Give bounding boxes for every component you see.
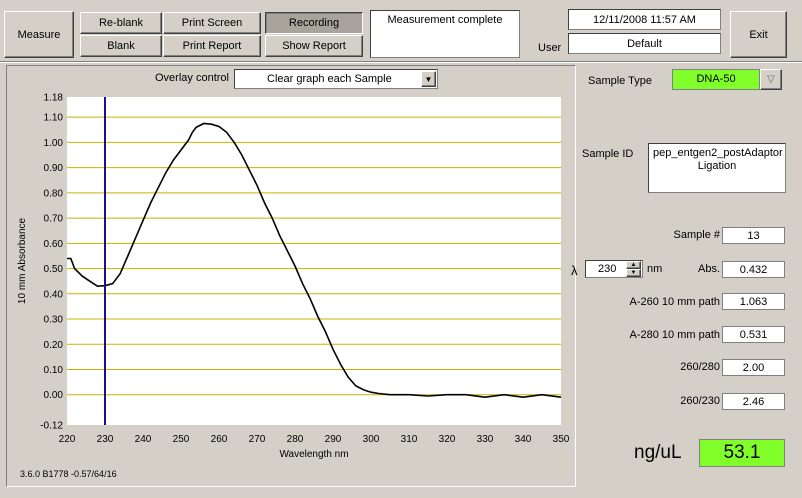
- overlay-control-value: Clear graph each Sample: [267, 73, 392, 85]
- y-tick-label: 0.30: [44, 315, 64, 326]
- x-tick-label: 300: [363, 434, 380, 445]
- x-tick-label: 340: [515, 434, 532, 445]
- overlay-control-select[interactable]: Clear graph each Sample ▼: [234, 69, 438, 89]
- y-tick-label: 1.10: [44, 113, 64, 124]
- abs-label: Abs.: [697, 263, 720, 275]
- a260-label: A-260 10 mm path: [629, 296, 721, 308]
- x-tick-label: 280: [287, 434, 304, 445]
- sample-id-label: Sample ID: [582, 148, 634, 160]
- reblank-button[interactable]: Re-blank: [80, 12, 162, 34]
- overlay-control-label: Overlay control: [155, 72, 229, 84]
- y-tick-label: 1.00: [44, 138, 64, 149]
- lambda-down-icon[interactable]: ▼: [626, 269, 641, 277]
- x-tick-label: 230: [97, 434, 114, 445]
- ratio-260-280-value: 2.00: [722, 359, 785, 376]
- sample-id-field[interactable]: pep_entgen2_postAdaptor Ligation: [648, 143, 786, 193]
- abs-value: 0.432: [722, 261, 785, 278]
- x-tick-label: 330: [477, 434, 494, 445]
- toolbar-divider-highlight: [0, 62, 802, 63]
- lambda-up-icon[interactable]: ▲: [626, 261, 641, 269]
- absorbance-curve: [67, 122, 562, 399]
- version-text: 3.6.0 B1778 -0.57/64/16: [20, 469, 117, 479]
- y-tick-label: 0.40: [44, 289, 64, 300]
- y-tick-label: 0.70: [44, 214, 64, 225]
- y-tick-label: 0.50: [44, 264, 64, 275]
- y-tick-label: 0.20: [44, 340, 64, 351]
- a280-label: A-280 10 mm path: [629, 329, 721, 341]
- ratio-260-230-value: 2.46: [722, 393, 785, 410]
- datetime-display: 12/11/2008 11:57 AM: [568, 9, 721, 30]
- absorbance-chart: -0.12 0.00 0.10 0.20 0.30 0.40 0.50 0.60 0.70 0.8…: [17, 93, 570, 461]
- measure-button[interactable]: Measure: [4, 11, 74, 58]
- graph-panel: [6, 65, 576, 487]
- recording-toggle[interactable]: Recording: [265, 12, 363, 34]
- y-tick-label: 0.10: [44, 365, 64, 376]
- y-tick-label: -0.12: [40, 421, 63, 432]
- sample-number-value: 13: [722, 227, 785, 244]
- y-tick-label: 0.60: [44, 239, 64, 250]
- status-display: Measurement complete: [370, 10, 520, 58]
- user-label: User: [538, 42, 562, 54]
- exit-button[interactable]: Exit: [730, 11, 787, 58]
- x-tick-label: 350: [553, 434, 570, 445]
- x-tick-label: 310: [401, 434, 418, 445]
- ratio-260-280-label: 260/280: [680, 361, 720, 373]
- lambda-unit: nm: [647, 263, 663, 275]
- lambda-input[interactable]: 230 ▲ ▼: [585, 260, 643, 278]
- blank-button[interactable]: Blank: [80, 35, 162, 57]
- toolbar-divider: [0, 61, 802, 62]
- y-axis-label: 10 mm Absorbance: [17, 217, 28, 304]
- concentration-unit-label: ng/uL: [634, 442, 682, 463]
- concentration-value: 53.1: [699, 439, 785, 467]
- x-tick-label: 290: [325, 434, 342, 445]
- x-tick-label: 240: [135, 434, 152, 445]
- y-tick-label: 0.00: [44, 390, 64, 401]
- y-tick-label: 0.80: [44, 188, 64, 199]
- x-tick-label: 320: [439, 434, 456, 445]
- x-tick-label: 270: [249, 434, 266, 445]
- user-display: Default: [568, 33, 721, 54]
- sample-type-value: DNA-50: [696, 73, 736, 85]
- sample-type-label: Sample Type: [588, 75, 653, 87]
- x-tick-label: 250: [173, 434, 190, 445]
- x-tick-label: 220: [59, 434, 76, 445]
- sample-type-dropdown-icon[interactable]: ▽: [760, 69, 782, 90]
- print-report-button[interactable]: Print Report: [163, 35, 261, 57]
- show-report-button[interactable]: Show Report: [265, 35, 363, 57]
- dropdown-arrow-icon[interactable]: ▼: [421, 71, 436, 87]
- a260-value: 1.063: [722, 293, 785, 310]
- x-axis-label: Wavelength nm: [279, 449, 348, 460]
- y-tick-label: 1.18: [44, 93, 64, 104]
- sample-number-label: Sample #: [673, 229, 720, 241]
- y-tick-label: 0.90: [44, 163, 64, 174]
- sample-type-select[interactable]: DNA-50: [672, 69, 760, 90]
- lambda-value: 230: [598, 263, 617, 275]
- a280-value: 0.531: [722, 326, 785, 343]
- x-tick-label: 260: [211, 434, 228, 445]
- plot-area: [67, 97, 561, 425]
- lambda-symbol: λ: [571, 263, 578, 278]
- print-screen-button[interactable]: Print Screen: [163, 12, 261, 34]
- ratio-260-230-label: 260/230: [680, 395, 720, 407]
